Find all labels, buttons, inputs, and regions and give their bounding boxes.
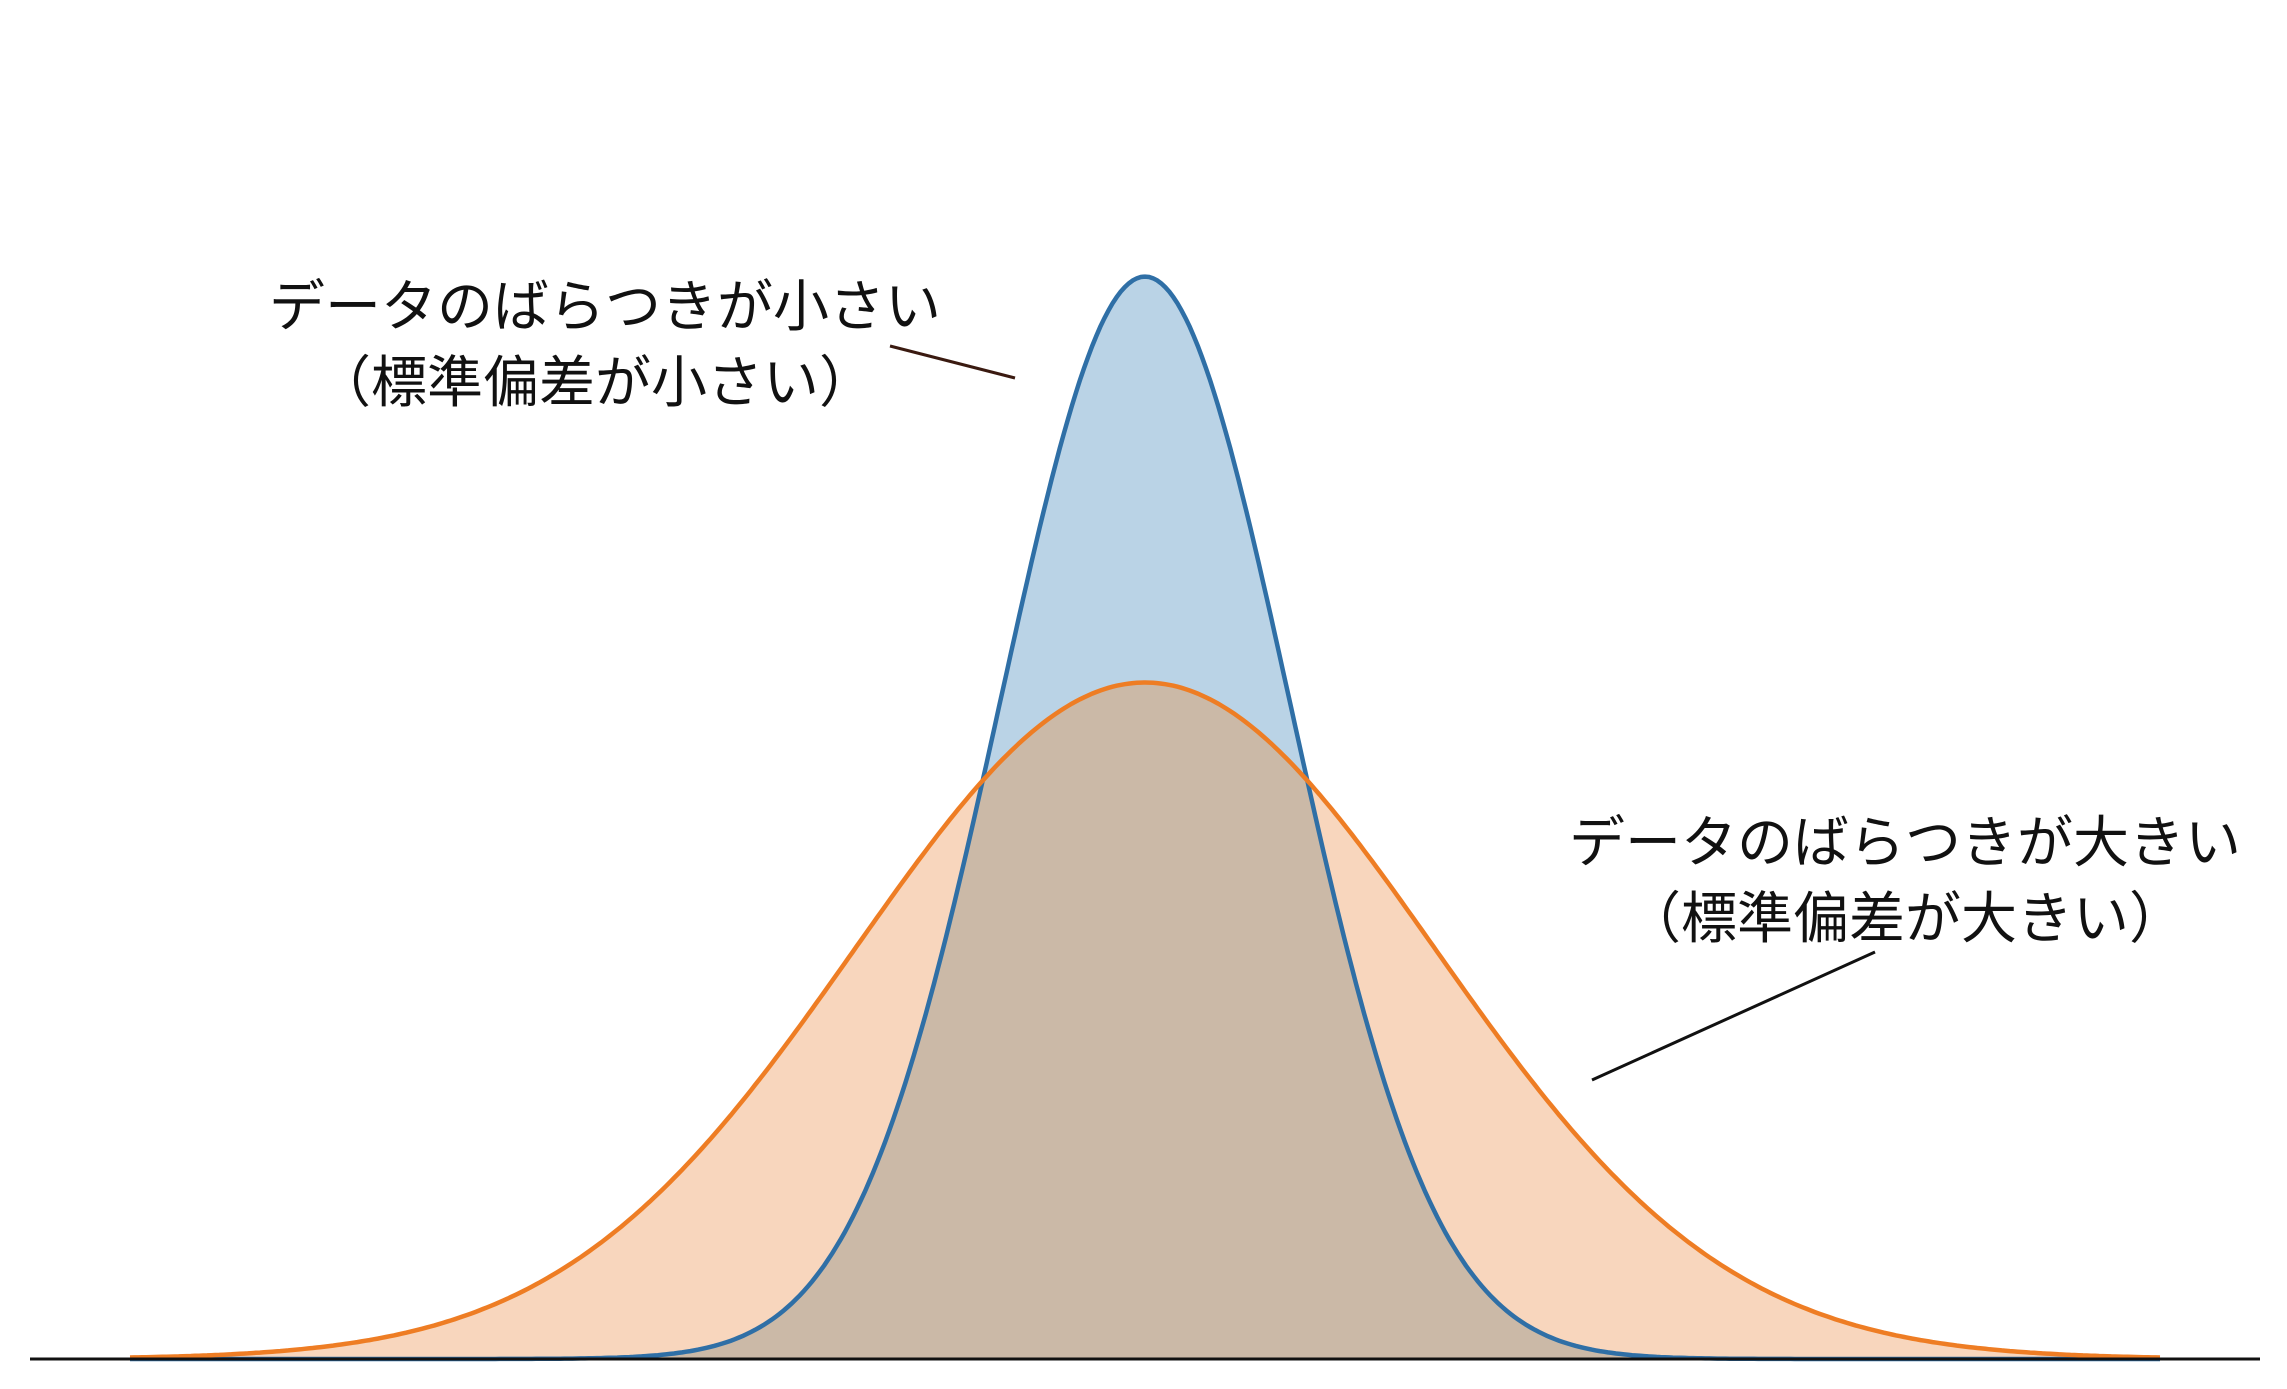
annotation-large-spread: データのばらつきが大きい （標準偏差が大きい） bbox=[1569, 811, 2241, 952]
annotation-large-line2: （標準偏差が大きい） bbox=[1625, 887, 2185, 952]
annotation-leader-small bbox=[889, 344, 1016, 380]
annotation-small-spread: データのばらつきが小さい （標準偏差が小さい） bbox=[269, 275, 941, 416]
annotation-small-line2: （標準偏差が小さい） bbox=[315, 351, 875, 416]
annotation-large-line1: データのばらつきが大きい bbox=[1569, 811, 2241, 876]
annotation-leader-large bbox=[1591, 950, 1876, 1082]
annotation-small-line1: データのばらつきが小さい bbox=[269, 275, 941, 340]
overlap-area bbox=[130, 682, 2160, 1359]
wide-distribution-curve bbox=[129, 680, 2161, 1360]
